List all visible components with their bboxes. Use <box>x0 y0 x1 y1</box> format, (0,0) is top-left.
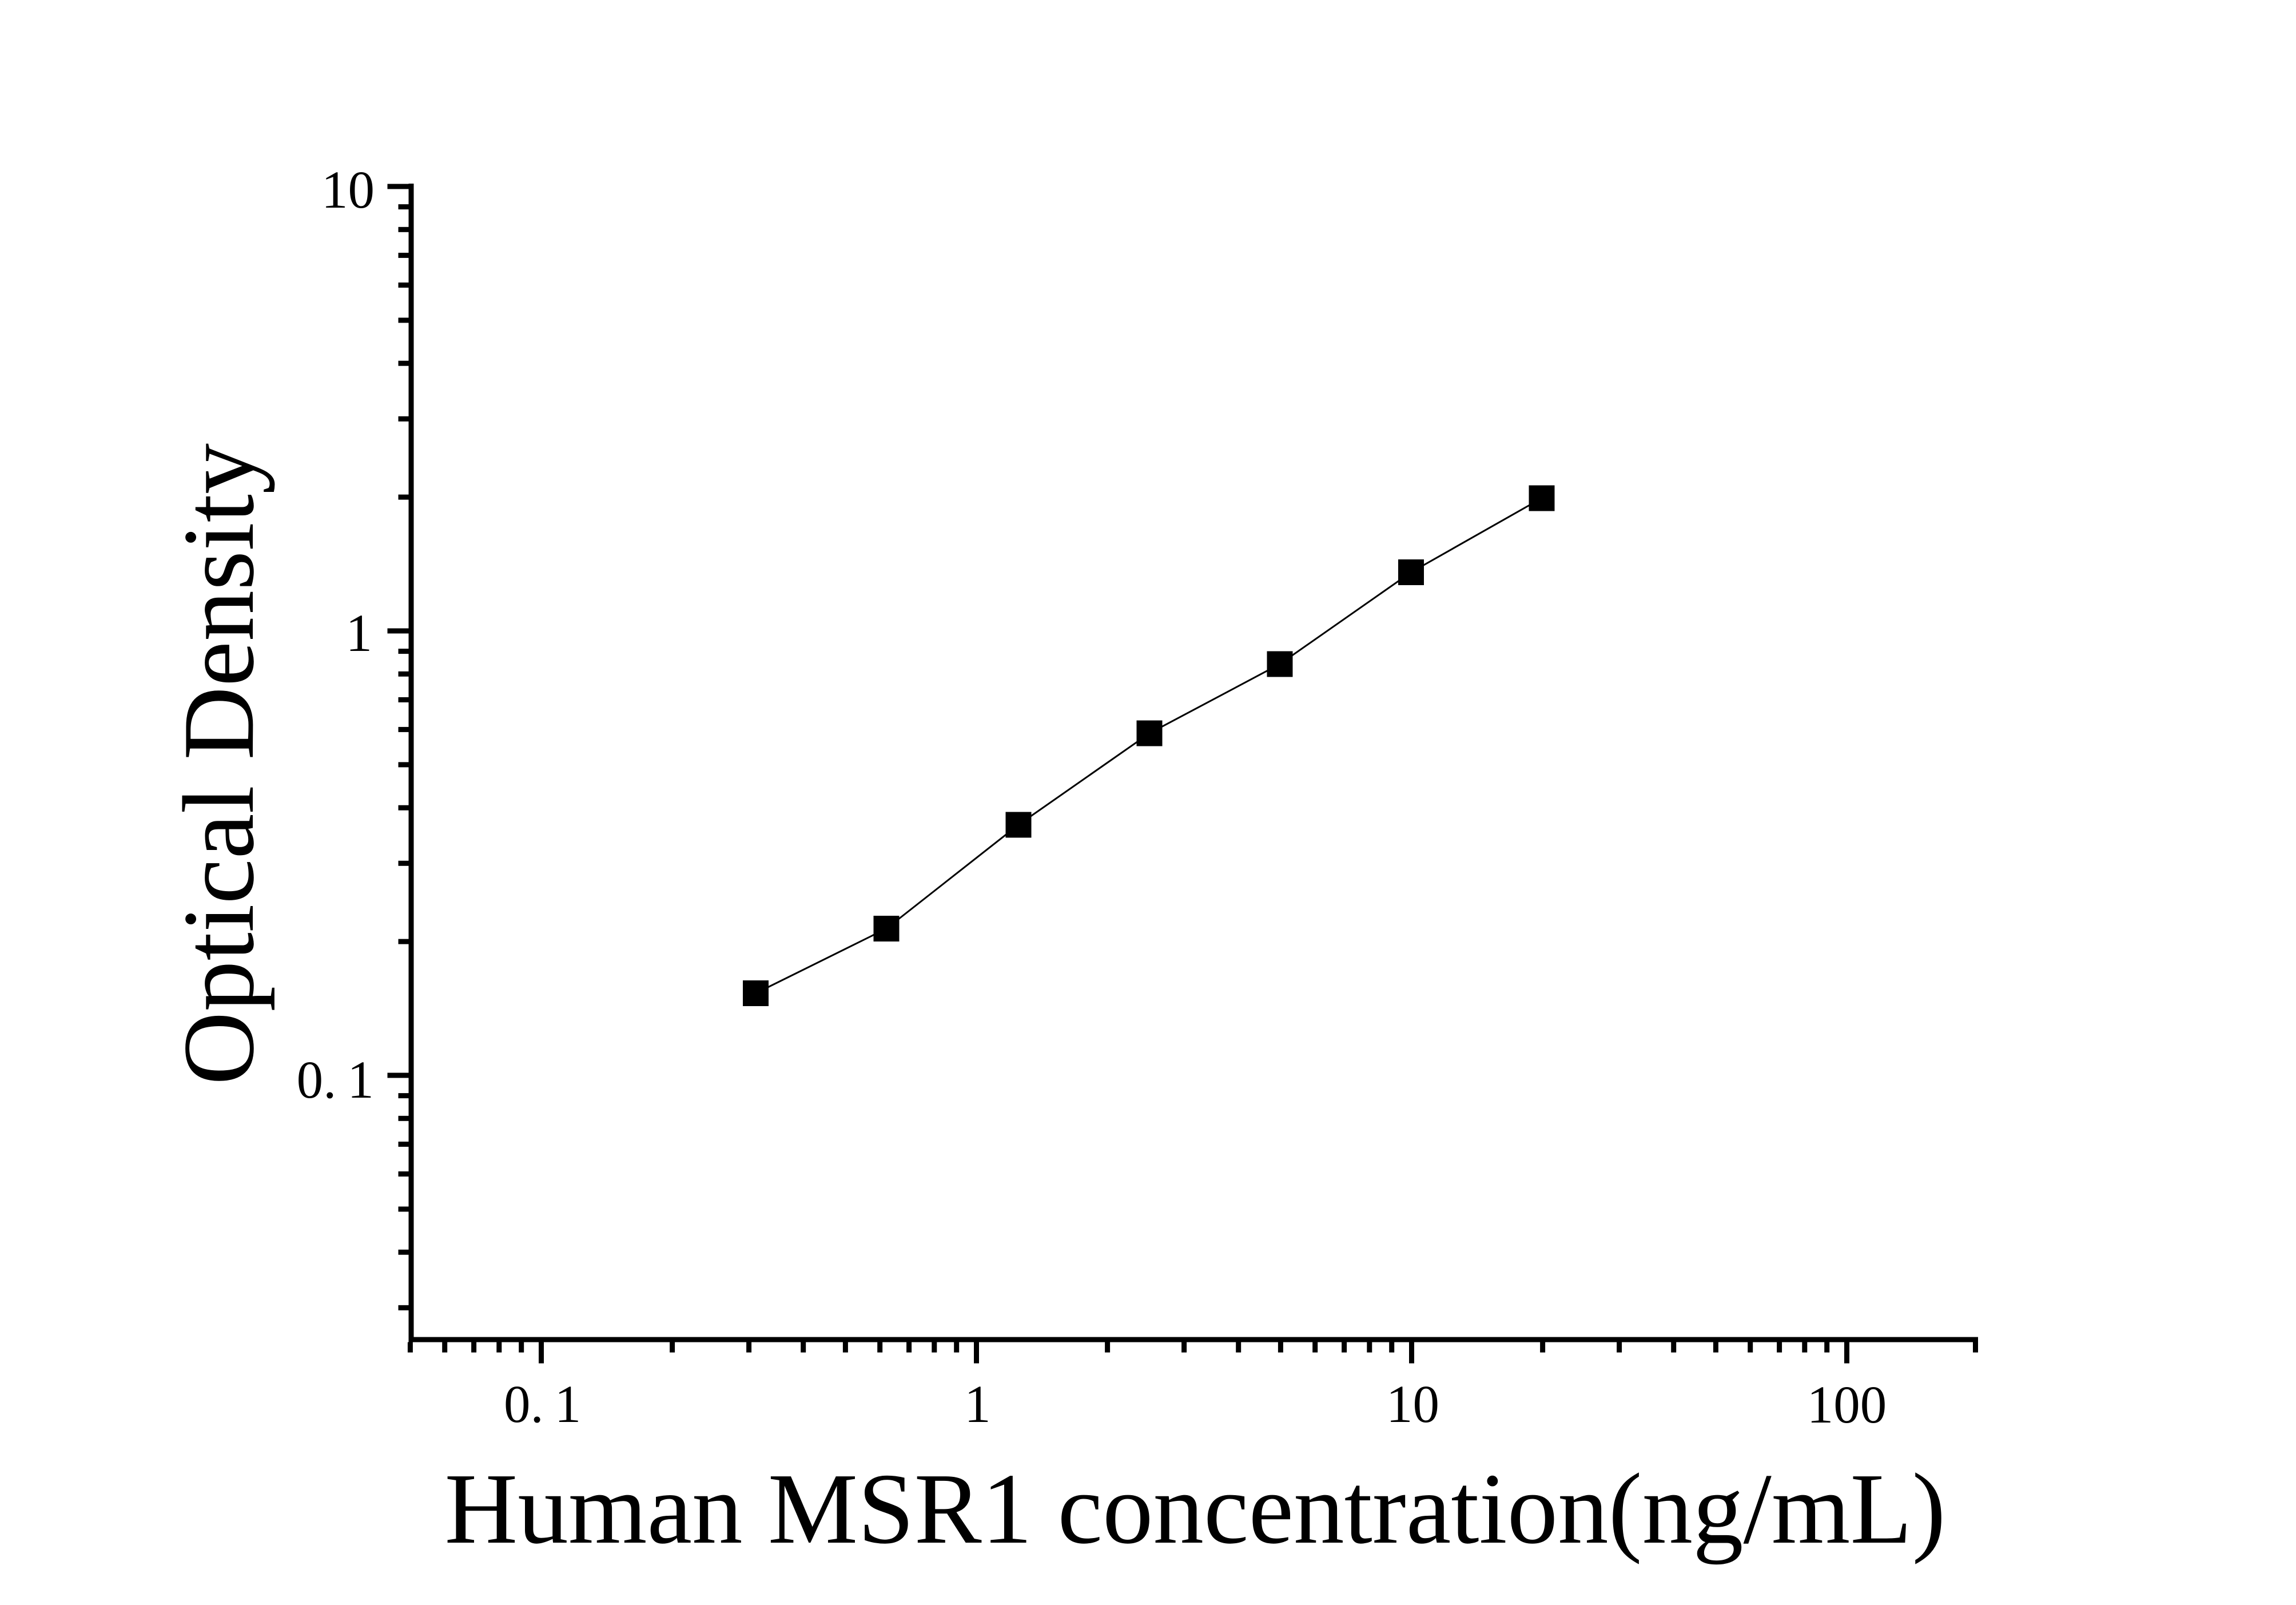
svg-text:1: 1 <box>346 604 373 663</box>
svg-text:1: 1 <box>964 1375 991 1434</box>
svg-text:10: 10 <box>321 161 375 220</box>
svg-text:Optical Density: Optical Density <box>162 443 275 1085</box>
svg-text:0.1: 0. 1 <box>297 1051 374 1110</box>
svg-text:10: 10 <box>1386 1375 1439 1434</box>
svg-text:100: 100 <box>1807 1376 1887 1435</box>
svg-text:Human MSR1 concentration(ng/mL: Human MSR1 concentration(ng/mL) <box>444 1453 1945 1565</box>
svg-text:0.1: 0. 1 <box>504 1375 581 1434</box>
